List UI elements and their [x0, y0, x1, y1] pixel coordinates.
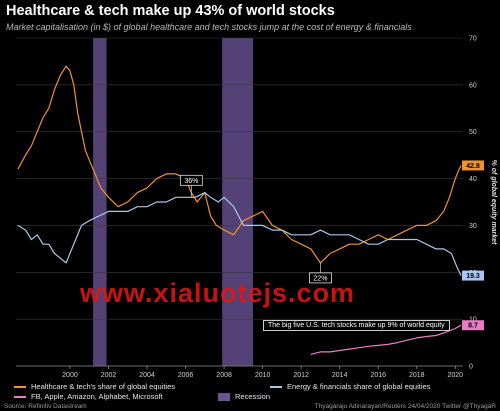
data-labels: 42.8 19.3 8.7 36% 22%	[179, 160, 484, 331]
x-tick-label: 2018	[409, 372, 425, 379]
legend-item-energy-fin: Energy & financials share of global equi…	[270, 382, 430, 391]
x-tick-label: 2008	[216, 372, 232, 379]
legend-label: Healthcare & tech's share of global equi…	[31, 382, 176, 391]
legend: Healthcare & tech's share of global equi…	[0, 380, 500, 411]
y-tick-label: 50	[469, 129, 477, 136]
watermark-text: www.xialuotejs.com	[80, 278, 356, 308]
x-tick-label: 2002	[101, 372, 117, 379]
series-lines	[17, 65, 462, 355]
x-tick-label: 2014	[332, 372, 348, 379]
series-line-healthcare_tech	[17, 65, 462, 264]
axes: 2000 2002 2004 2006 2008 2010 2012 2014 2016 2018…	[16, 36, 497, 379]
x-tick-label: 2010	[255, 372, 271, 379]
legend-label: FB, Apple, Amazon, Alphabet, Microsoft	[31, 392, 163, 401]
end-label-box-healthcare_tech	[462, 160, 484, 171]
legend-swatch	[14, 385, 26, 388]
recession-band-2	[222, 38, 253, 366]
recession-band-1	[93, 38, 107, 366]
chart-title: Healthcare & tech make up 43% of world s…	[6, 3, 335, 19]
callout-box	[309, 272, 332, 284]
series-line-faang	[310, 324, 462, 355]
y-tick-label: 10	[469, 317, 477, 324]
faang-annotation: The big five U.S. tech stocks make up 9%…	[263, 320, 450, 331]
end-label-healthcare_tech: 42.8	[466, 163, 480, 170]
y-tick-label: 60	[469, 82, 477, 89]
end-label-box-energy_fin	[462, 270, 484, 281]
end-label-box-faang	[462, 320, 484, 331]
x-tick-label: 2012	[293, 372, 309, 379]
x-tick-label: 2006	[178, 372, 194, 379]
callout-box	[179, 174, 203, 186]
legend-label: Energy & financials share of global equi…	[287, 382, 431, 391]
x-tick-label: 2016	[370, 372, 386, 379]
y-axis-label: % of global equity market	[490, 160, 497, 245]
legend-item-faang: FB, Apple, Amazon, Alphabet, Microsoft	[14, 392, 163, 401]
legend-swatch	[14, 395, 26, 398]
credit-note: Thyagaraju Adinarayan/Reuters 24/04/2020…	[314, 403, 496, 410]
x-tick-label: 2020	[448, 372, 464, 379]
legend-item-recession: Recession	[218, 392, 270, 401]
end-label-energy_fin: 19.3	[466, 273, 480, 280]
y-tick-label: 40	[469, 176, 477, 183]
legend-item-healthcare-tech: Healthcare & tech's share of global equi…	[14, 382, 175, 391]
legend-label: Recession	[235, 392, 271, 401]
chart-plot: 2000 2002 2004 2006 2008 2010 2012 2014 2016 2018…	[16, 36, 497, 379]
chart-subtitle: Market capitalisation (in $) of global h…	[6, 22, 412, 32]
callout-label: 36%	[184, 178, 198, 185]
recession-bands	[93, 38, 253, 366]
series-line-energy_fin	[17, 192, 462, 276]
y-tick-label: 70	[469, 36, 477, 43]
legend-swatch	[270, 385, 282, 388]
x-tick-label: 2000	[62, 372, 78, 379]
y-tick-label: 30	[469, 223, 477, 230]
legend-swatch	[218, 392, 230, 401]
source-note: Source: Refinitiv Datastream	[4, 403, 87, 410]
x-tick-label: 2004	[139, 372, 155, 379]
callout-label: 22%	[313, 275, 327, 282]
end-label-faang: 8.7	[468, 323, 478, 330]
y-tick-label: 0	[469, 364, 473, 371]
